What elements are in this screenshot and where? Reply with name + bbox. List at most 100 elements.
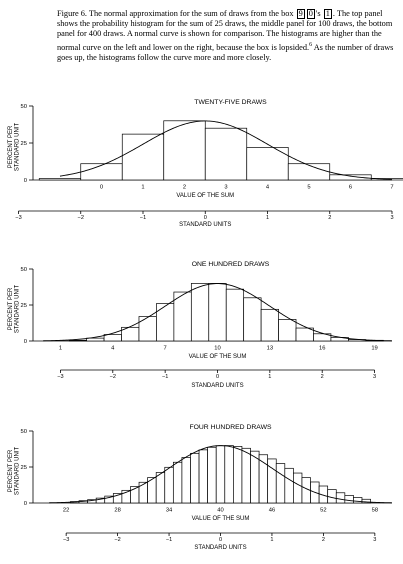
standard-units-tick-label: 0	[216, 374, 219, 380]
y-axis-label: PERCENT PERSTANDARD UNIT	[8, 123, 21, 172]
histogram-bar	[138, 481, 148, 504]
histogram-bar	[241, 447, 251, 504]
y-tick-label: 0	[24, 339, 27, 345]
x-tick-label: 10	[214, 346, 220, 352]
standard-units-tick-label: −2	[110, 374, 116, 380]
x-axis-label: VALUE OF THE SUM	[189, 354, 247, 360]
histogram-bar	[329, 174, 372, 181]
standard-units-tick-label: 3	[373, 537, 376, 543]
histogram-bar	[172, 461, 183, 504]
x-tick-label: 40	[217, 508, 223, 514]
figure-caption: Figure 6. The normal approximation for t…	[57, 9, 397, 63]
x-tick-label: 46	[269, 508, 275, 514]
histogram-bar	[267, 458, 277, 504]
caption-quote: 's	[315, 9, 321, 18]
x-tick-label: 6	[349, 185, 352, 191]
panel-title: TWENTY-FIVE DRAWS	[194, 99, 267, 106]
caption-label: Figure 6.	[57, 9, 87, 18]
y-tick-label: 50	[21, 429, 27, 435]
standard-units-tick-label: 2	[321, 374, 324, 380]
histogram-bar	[138, 316, 157, 342]
panel-title: FOUR HUNDRED DRAWS	[189, 424, 272, 431]
histogram-bar	[156, 303, 175, 342]
histogram-bar	[293, 472, 303, 504]
x-tick-label: 58	[372, 508, 378, 514]
histogram-bar	[295, 327, 314, 342]
y-axis-label: PERCENT PERSTANDARD UNIT	[8, 285, 21, 334]
standard-units-tick-label: −3	[63, 537, 69, 543]
y-tick-label: 25	[21, 303, 27, 309]
y-tick-label: 25	[21, 465, 27, 471]
x-tick-label: 34	[166, 508, 173, 514]
standard-units-tick-label: 3	[373, 374, 376, 380]
normal-curve	[42, 283, 393, 342]
normal-curve	[59, 120, 393, 180]
histogram-bar	[181, 457, 191, 504]
histogram-bar	[208, 283, 227, 342]
x-tick-label: 7	[390, 185, 393, 191]
caption-footnote: 6	[309, 41, 313, 48]
histogram-bar	[225, 288, 245, 342]
panel-title: ONE HUNDRED DRAWS	[192, 261, 270, 268]
standard-units-tick-label: 0	[219, 537, 222, 543]
x-tick-label: 28	[114, 508, 120, 514]
standard-units-tick-label: −3	[15, 215, 21, 221]
y-tick-label: 50	[21, 267, 27, 273]
histogram-bar	[243, 297, 262, 342]
histogram-panel: ONE HUNDRED DRAWS 0 25 50 PERCENT PERSTANDAR…	[8, 261, 393, 389]
x-axis-label: VALUE OF THE SUM	[176, 193, 234, 199]
histogram-bar	[275, 463, 286, 504]
histogram-bar	[121, 133, 165, 181]
histogram-bar	[163, 120, 206, 181]
x-tick-label: 3	[224, 185, 227, 191]
histogram-bar	[173, 291, 192, 342]
caption-text-3: As the number of draws goes up, the hist…	[57, 42, 394, 62]
standard-units-tick-label: −1	[166, 537, 172, 543]
histogram-bar	[103, 334, 122, 342]
x-tick-label: 1	[59, 346, 62, 352]
histogram-bar	[68, 339, 87, 342]
standard-units-tick-label: 1	[268, 374, 271, 380]
x-axis-label: VALUE OF THE SUM	[192, 516, 250, 522]
standard-units-label: STANDARD UNITS	[191, 383, 243, 389]
normal-curve	[48, 445, 393, 504]
x-tick-label: 4	[111, 346, 115, 352]
histogram-bar	[190, 452, 200, 504]
standard-units-tick-label: −2	[114, 537, 120, 543]
histogram-bar	[38, 178, 82, 181]
standard-units-tick-label: 1	[270, 537, 273, 543]
x-tick-label: 19	[371, 346, 377, 352]
standard-units-tick-label: 2	[328, 215, 331, 221]
histogram-bar	[224, 445, 234, 504]
histogram-bar	[284, 467, 294, 504]
x-tick-label: 16	[319, 346, 325, 352]
histogram-bar	[215, 445, 226, 504]
histogram-bar	[260, 308, 279, 342]
x-tick-label: 2	[183, 185, 186, 191]
x-tick-label: 52	[320, 508, 326, 514]
standard-units-label: STANDARD UNITS	[194, 545, 246, 551]
histogram-bar	[344, 495, 354, 504]
standard-units-tick-label: −1	[162, 374, 168, 380]
x-tick-label: 4	[266, 185, 270, 191]
y-tick-label: 0	[24, 501, 27, 507]
histogram-bar	[327, 489, 337, 504]
standard-units-tick-label: 1	[266, 215, 269, 221]
histogram-bar	[233, 446, 243, 504]
histogram-bar	[361, 498, 371, 504]
histogram-bar	[246, 147, 289, 181]
y-tick-label: 25	[21, 141, 27, 147]
caption-text-2: . The top panel shows the probability hi…	[57, 9, 393, 52]
histogram-bar	[190, 283, 210, 342]
standard-units-tick-label: 2	[322, 537, 325, 543]
x-tick-label: 13	[267, 346, 273, 352]
histogram-bar	[278, 319, 297, 342]
y-axis-label: PERCENT PERSTANDARD UNIT	[8, 447, 21, 496]
standard-units-tick-label: 0	[204, 215, 207, 221]
x-tick-label: 1	[141, 185, 144, 191]
x-tick-label: 5	[307, 185, 310, 191]
caption-text-1: The normal approximation for the sum of …	[88, 9, 294, 18]
histogram-bar	[164, 466, 174, 504]
histogram-bar	[207, 446, 217, 504]
